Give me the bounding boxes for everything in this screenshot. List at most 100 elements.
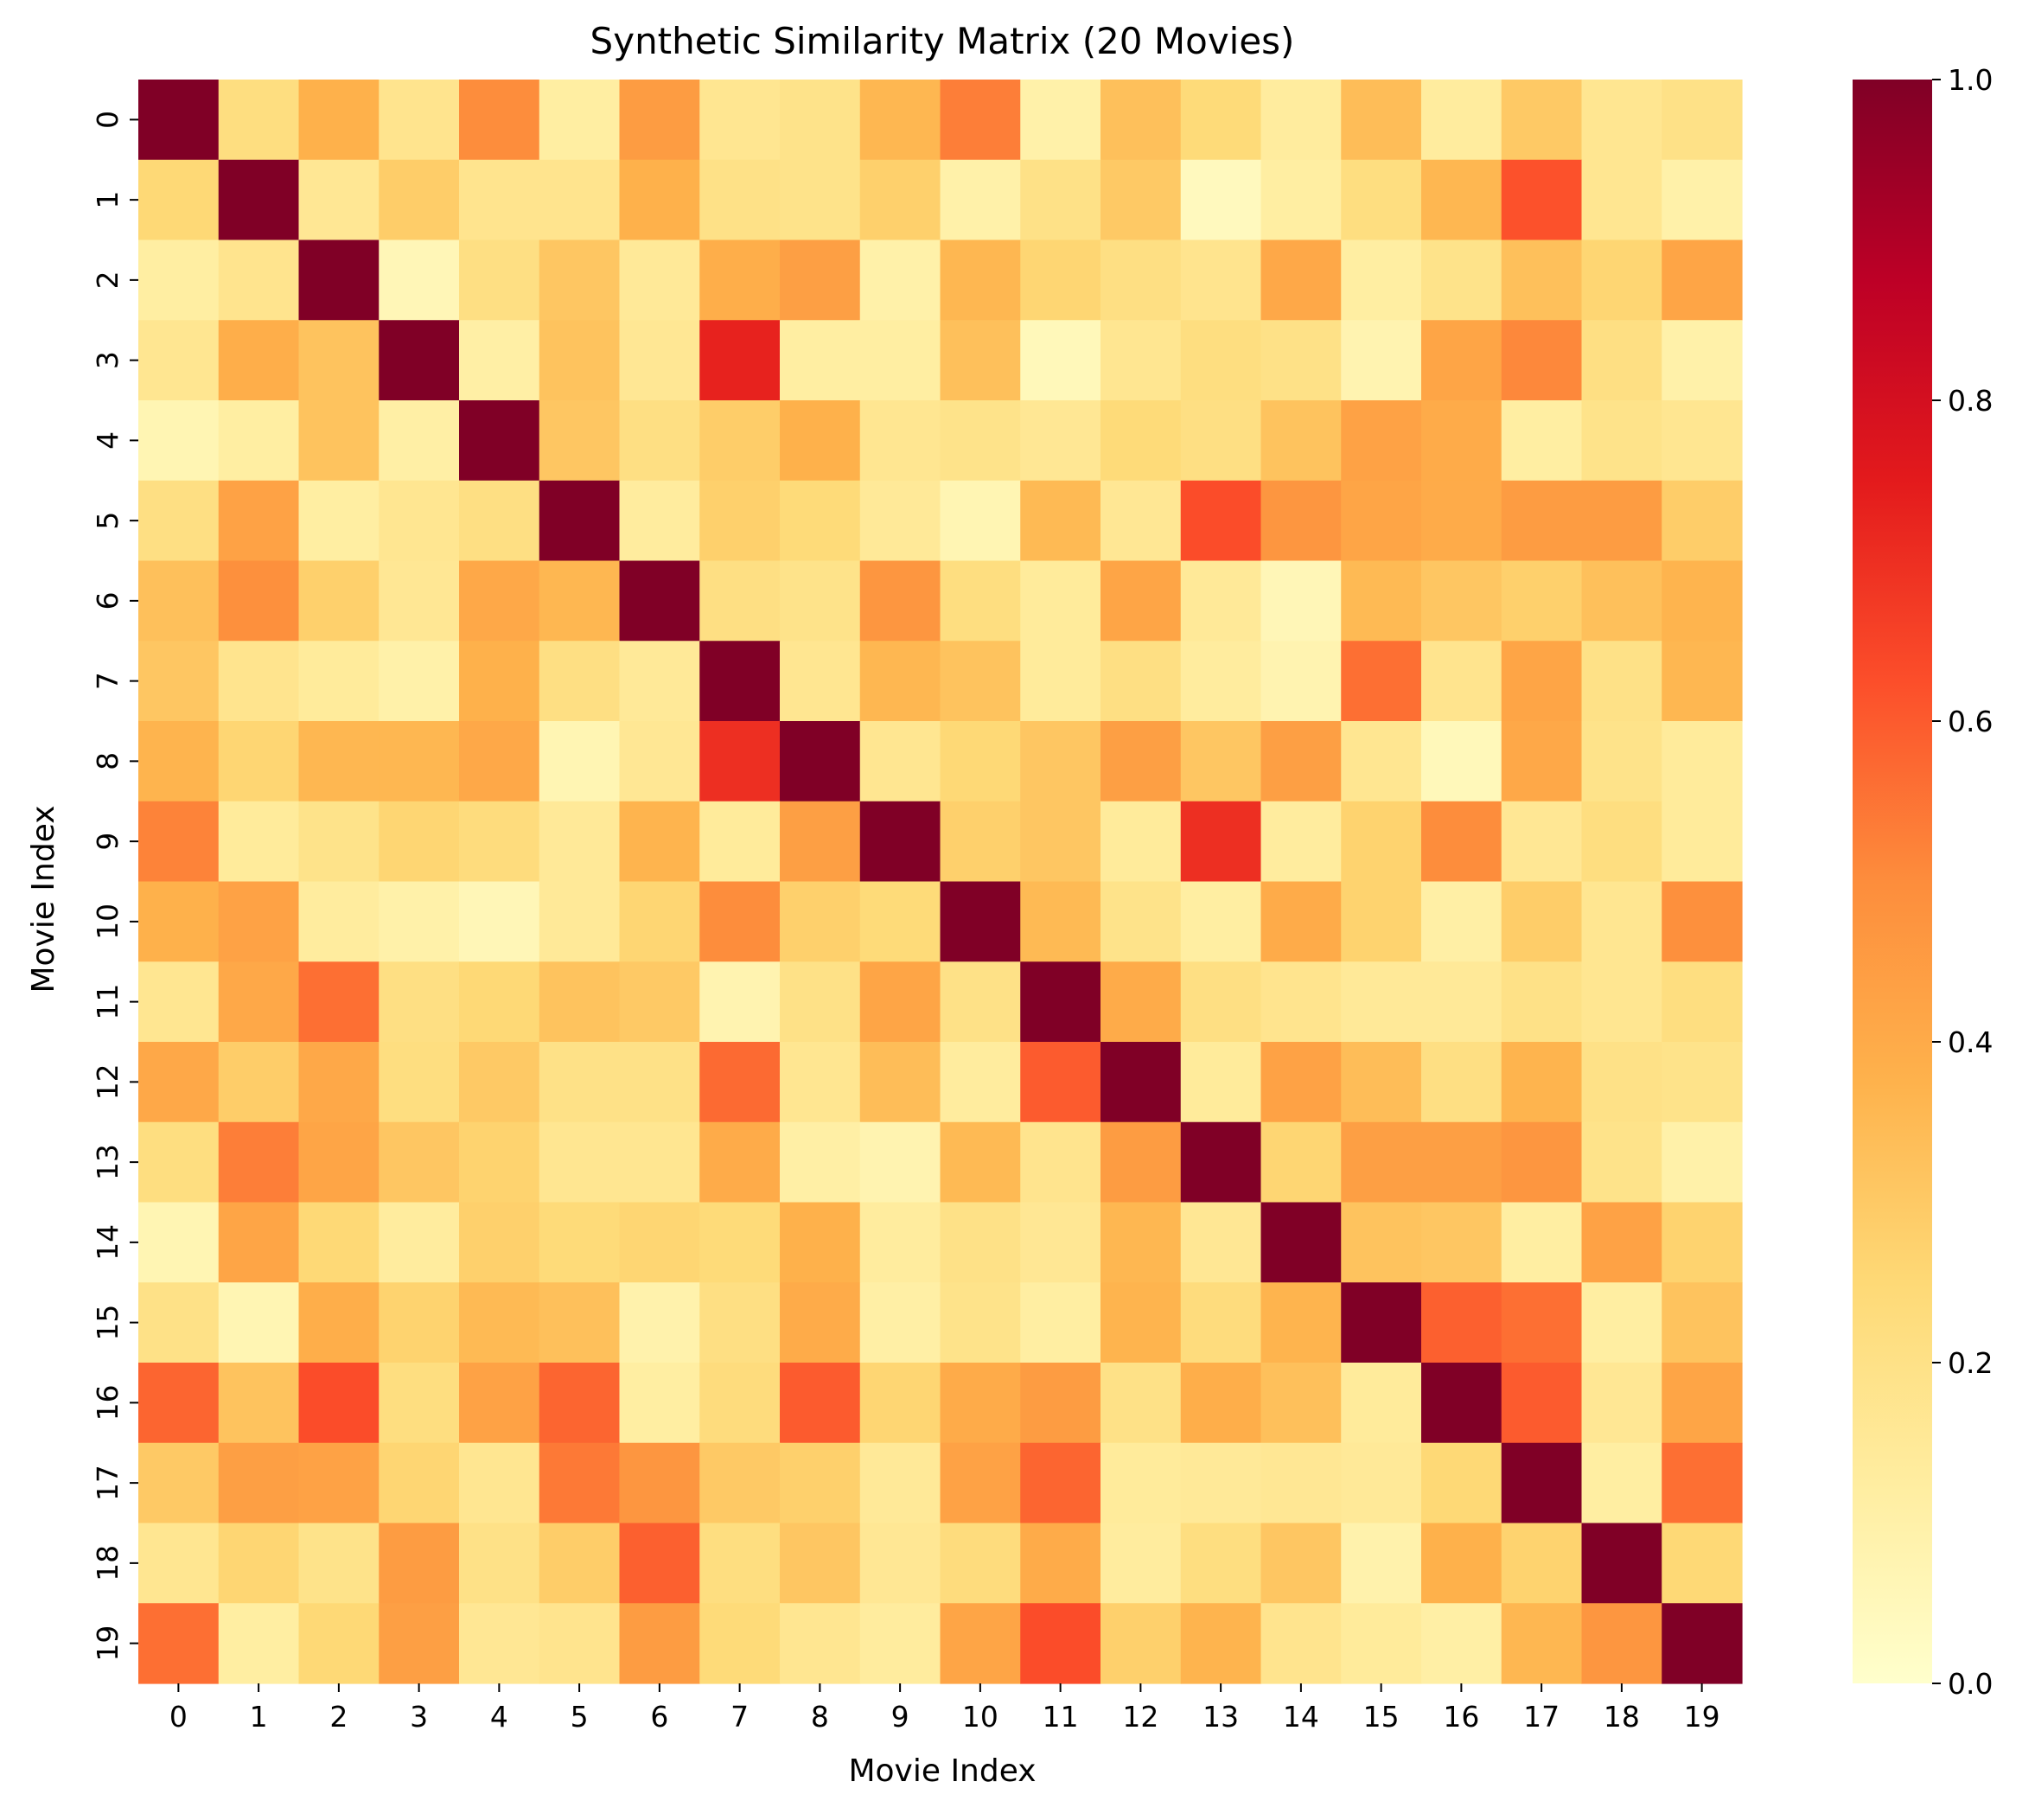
heatmap-cell-7-16 [1421,641,1502,722]
y-tick-label: 16 [91,1384,124,1421]
heatmap-cell-6-4 [459,560,540,642]
heatmap-cell-8-1 [218,721,300,802]
heatmap-cell-3-1 [218,320,300,401]
heatmap-cell-15-11 [1020,1282,1101,1363]
y-tick-label: 15 [91,1305,124,1341]
heatmap-cell-14-5 [539,1202,621,1283]
heatmap-cell-6-18 [1581,560,1662,642]
heatmap-cell-6-2 [298,560,380,642]
heatmap-cell-13-1 [218,1121,300,1204]
y-tick-label: 8 [91,752,124,770]
heatmap-cell-19-9 [859,1603,941,1684]
heatmap-cell-4-0 [138,400,220,482]
x-tick-label: 11 [1043,1700,1079,1734]
heatmap-cell-18-5 [539,1523,621,1604]
heatmap-cell-3-7 [699,320,781,401]
heatmap-cell-19-5 [539,1603,621,1684]
heatmap-cell-7-7 [699,641,781,722]
heatmap-cell-15-8 [780,1282,861,1363]
x-tick-label: 15 [1363,1700,1400,1734]
x-tick-label: 2 [329,1700,348,1734]
heatmap-cell-9-10 [940,801,1021,883]
heatmap-cell-17-6 [619,1442,700,1524]
heatmap-cell-12-12 [1100,1042,1182,1123]
heatmap-cell-16-15 [1341,1363,1422,1444]
heatmap-cell-19-18 [1581,1603,1662,1684]
heatmap-cell-6-17 [1501,560,1583,642]
heatmap-cell-3-12 [1100,320,1182,401]
heatmap-cell-8-11 [1020,721,1101,802]
heatmap-cell-10-0 [138,881,220,962]
heatmap-cell-8-16 [1421,721,1502,802]
heatmap-cell-19-10 [940,1603,1021,1684]
heatmap-cell-16-14 [1260,1363,1342,1444]
x-tick-label: 18 [1604,1700,1640,1734]
heatmap-cell-4-1 [218,400,300,482]
heatmap-cell-4-6 [619,400,700,482]
heatmap-cell-15-9 [859,1282,941,1363]
x-tick-label: 1 [250,1700,268,1734]
heatmap-cell-15-16 [1421,1282,1502,1363]
heatmap-cell-5-13 [1180,480,1262,562]
x-tick-label: 0 [169,1700,188,1734]
heatmap-cell-15-19 [1662,1282,1743,1363]
heatmap-cell-17-15 [1341,1442,1422,1524]
heatmap-cell-14-1 [218,1202,300,1283]
y-tick-label: 0 [91,111,124,129]
heatmap-cell-0-14 [1260,80,1342,161]
heatmap-cell-9-0 [138,801,220,883]
heatmap-cell-14-7 [699,1202,781,1283]
heatmap-cell-7-14 [1260,641,1342,722]
heatmap-cell-1-18 [1581,159,1662,241]
colorbar-tick-label: 1.0 [1948,63,1993,97]
heatmap-cell-12-10 [940,1042,1021,1123]
heatmap-cell-1-14 [1260,159,1342,241]
heatmap-cell-2-6 [619,239,700,321]
heatmap-cell-2-15 [1341,239,1422,321]
heatmap-cell-0-12 [1100,80,1182,161]
heatmap-cell-5-5 [539,480,621,562]
heatmap-cell-13-10 [940,1121,1021,1204]
heatmap-cell-17-18 [1581,1442,1662,1524]
heatmap-cell-13-4 [459,1121,540,1204]
heatmap-cell-2-16 [1421,239,1502,321]
heatmap-cell-9-4 [459,801,540,883]
heatmap-cell-6-16 [1421,560,1502,642]
heatmap-cell-6-5 [539,560,621,642]
heatmap-cell-11-3 [379,961,460,1043]
heatmap-cell-3-9 [859,320,941,401]
heatmap-cell-15-6 [619,1282,700,1363]
heatmap-cell-18-14 [1260,1523,1342,1604]
heatmap-cell-7-0 [138,641,220,722]
heatmap-cell-13-2 [298,1121,380,1204]
heatmap-cell-10-11 [1020,881,1101,962]
colorbar-tick-label: 0.8 [1948,384,1993,418]
x-axis-ticks: 0 1 2 3 4 5 6 7 8 9 10 11 12 13 14 15 16 17 18 19 [169,1683,1720,1734]
heatmap-cell-10-16 [1421,881,1502,962]
heatmap-cell-3-11 [1020,320,1101,401]
heatmap-cell-8-14 [1260,721,1342,802]
x-tick-label: 3 [410,1700,428,1734]
heatmap-cell-0-16 [1421,80,1502,161]
heatmap-cell-6-9 [859,560,941,642]
heatmap-cell-19-3 [379,1603,460,1684]
heatmap-cell-0-19 [1662,80,1743,161]
heatmap-cell-1-8 [780,159,861,241]
heatmap-cell-5-16 [1421,480,1502,562]
heatmap-cell-15-7 [699,1282,781,1363]
heatmap-cell-9-19 [1662,801,1743,883]
heatmap-cell-17-13 [1180,1442,1262,1524]
heatmap-cell-6-3 [379,560,460,642]
heatmap-cell-17-1 [218,1442,300,1524]
heatmap-cell-18-10 [940,1523,1021,1604]
heatmap-cell-9-3 [379,801,460,883]
heatmap-cell-5-2 [298,480,380,562]
heatmap-cell-14-6 [619,1202,700,1283]
heatmap-cell-2-11 [1020,239,1101,321]
heatmap-cell-14-3 [379,1202,460,1283]
heatmap-cell-12-17 [1501,1042,1583,1123]
heatmap-cell-16-1 [218,1363,300,1444]
heatmap-cell-9-9 [859,801,941,883]
heatmap-cell-15-10 [940,1282,1021,1363]
heatmap-cell-19-16 [1421,1603,1502,1684]
